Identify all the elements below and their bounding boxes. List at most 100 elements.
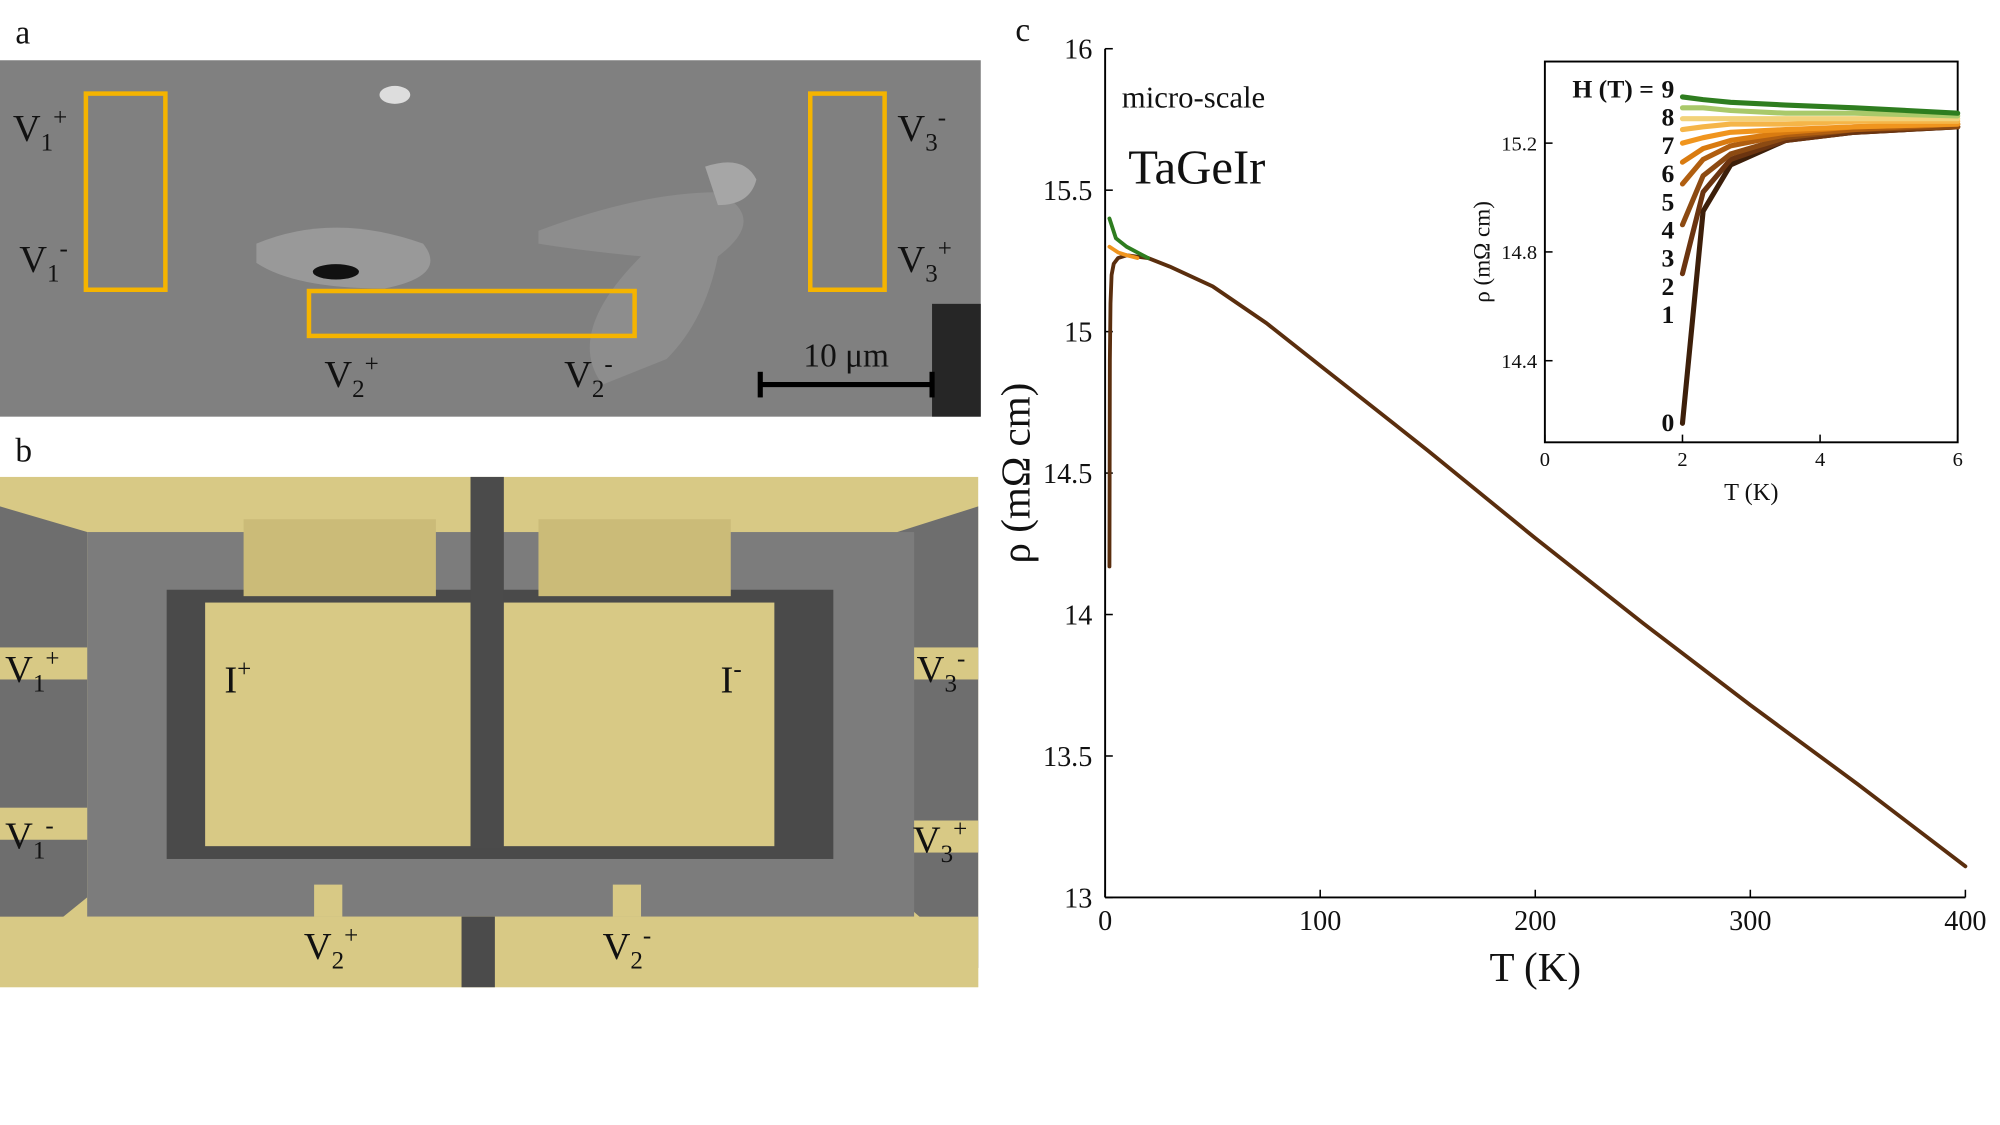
electrode-label: V3- xyxy=(897,105,946,157)
label-sup: - xyxy=(643,923,651,950)
label-base: V xyxy=(324,354,352,396)
data-line xyxy=(1107,216,1151,260)
y-tick-label: 15.5 xyxy=(1043,176,1092,207)
label-sub: 3 xyxy=(941,841,954,868)
label-sub: 1 xyxy=(33,671,46,698)
label-sub: 2 xyxy=(332,948,345,975)
label-sup: + xyxy=(237,656,251,683)
label-sub: 3 xyxy=(944,671,957,698)
label-base: V xyxy=(917,649,945,691)
y-axis-label: ρ (mΩ cm) xyxy=(992,383,1038,564)
label-sup: + xyxy=(344,923,358,950)
y-tick-label: 14.4 xyxy=(1501,351,1537,373)
label-base: V xyxy=(897,239,925,281)
label-base: I xyxy=(224,659,237,701)
y-axis-label: ρ (mΩ cm) xyxy=(1469,201,1495,303)
electrode-label: V2- xyxy=(564,351,613,403)
electrode-label: V2+ xyxy=(304,923,358,975)
legend-label: 7 xyxy=(1662,131,1675,160)
y-tick-label: 14.5 xyxy=(1043,459,1092,490)
x-tick-label: 0 xyxy=(1098,906,1112,937)
scale-bar-label: 10 μm xyxy=(803,338,889,375)
label-sup: - xyxy=(604,351,612,378)
label-sub: 1 xyxy=(41,130,54,157)
electrode-label: V1- xyxy=(19,235,68,287)
label-base: V xyxy=(13,108,41,150)
electrode-label: V2- xyxy=(603,923,652,975)
micrograph-a xyxy=(0,60,981,417)
legend-label: 6 xyxy=(1662,159,1675,188)
legend-title: H (T) = xyxy=(1572,74,1654,103)
x-tick-label: 6 xyxy=(1953,449,1963,471)
annotation: TaGeIr xyxy=(1128,140,1265,194)
label-sub: 2 xyxy=(630,948,643,975)
label-base: V xyxy=(304,926,332,968)
legend-label: 9 xyxy=(1662,74,1675,103)
label-base: V xyxy=(5,649,33,691)
y-tick-label: 14 xyxy=(1064,600,1092,631)
x-axis-label: T (K) xyxy=(1489,944,1581,990)
x-tick-label: 100 xyxy=(1299,906,1341,937)
x-tick-label: 2 xyxy=(1677,449,1687,471)
y-tick-label: 13.5 xyxy=(1043,742,1092,773)
panel-label: a xyxy=(15,15,30,52)
label-sup: + xyxy=(938,235,952,262)
label-sub: 2 xyxy=(352,376,365,403)
label-sub: 3 xyxy=(925,130,938,157)
legend-label: 8 xyxy=(1662,103,1675,132)
data-line xyxy=(1679,94,1961,116)
label-sup: - xyxy=(957,646,965,673)
panel-label: c xyxy=(1015,12,1030,49)
data-line xyxy=(1679,121,1961,146)
x-axis-label: T (K) xyxy=(1724,479,1778,506)
label-sup: - xyxy=(733,656,741,683)
label-sup: + xyxy=(53,105,67,132)
annotation: micro-scale xyxy=(1122,81,1265,115)
data-line xyxy=(1679,118,1961,133)
electrode-label: V1+ xyxy=(5,646,59,698)
electrode-label: I- xyxy=(721,656,742,701)
micrograph-b xyxy=(0,476,979,988)
legend-label: 3 xyxy=(1662,244,1675,273)
label-base: V xyxy=(913,820,941,862)
label-sup: + xyxy=(953,816,967,843)
y-tick-label: 16 xyxy=(1064,35,1092,66)
data-line xyxy=(1107,244,1140,260)
x-tick-label: 200 xyxy=(1514,906,1556,937)
label-sup: + xyxy=(45,646,59,673)
x-tick-label: 0 xyxy=(1540,449,1550,471)
label-sup: - xyxy=(938,105,946,132)
y-tick-label: 14.8 xyxy=(1501,242,1537,264)
x-tick-label: 400 xyxy=(1944,906,1986,937)
label-sub: 1 xyxy=(47,260,60,287)
electrode-label: I+ xyxy=(224,656,251,701)
label-sub: 2 xyxy=(592,376,605,403)
x-tick-label: 300 xyxy=(1729,906,1771,937)
data-line xyxy=(1107,253,1968,869)
label-base: V xyxy=(5,816,33,858)
panel-label: b xyxy=(15,433,32,470)
label-sup: - xyxy=(60,235,68,262)
electrode-label: V3- xyxy=(917,646,966,698)
label-sub: 3 xyxy=(925,260,938,287)
label-sup: + xyxy=(365,351,379,378)
electrode-label: V3+ xyxy=(897,235,951,287)
label-sup: - xyxy=(45,812,53,839)
electrode-label: V1- xyxy=(5,812,54,864)
y-tick-label: 15.2 xyxy=(1501,133,1537,155)
electrode-label: V2+ xyxy=(324,351,378,403)
label-base: V xyxy=(19,239,47,281)
y-tick-label: 13 xyxy=(1064,883,1092,914)
label-base: V xyxy=(603,926,631,968)
electrode-label: V3+ xyxy=(913,816,967,868)
x-tick-label: 4 xyxy=(1815,449,1825,471)
data-line xyxy=(1679,105,1961,119)
label-base: V xyxy=(564,354,592,396)
legend-label: 5 xyxy=(1662,187,1675,216)
label-base: V xyxy=(897,108,925,150)
legend-label: 0 xyxy=(1662,408,1675,437)
electrode-label: V1+ xyxy=(13,105,67,157)
legend-label: 2 xyxy=(1662,272,1675,301)
y-tick-label: 15 xyxy=(1064,317,1092,348)
